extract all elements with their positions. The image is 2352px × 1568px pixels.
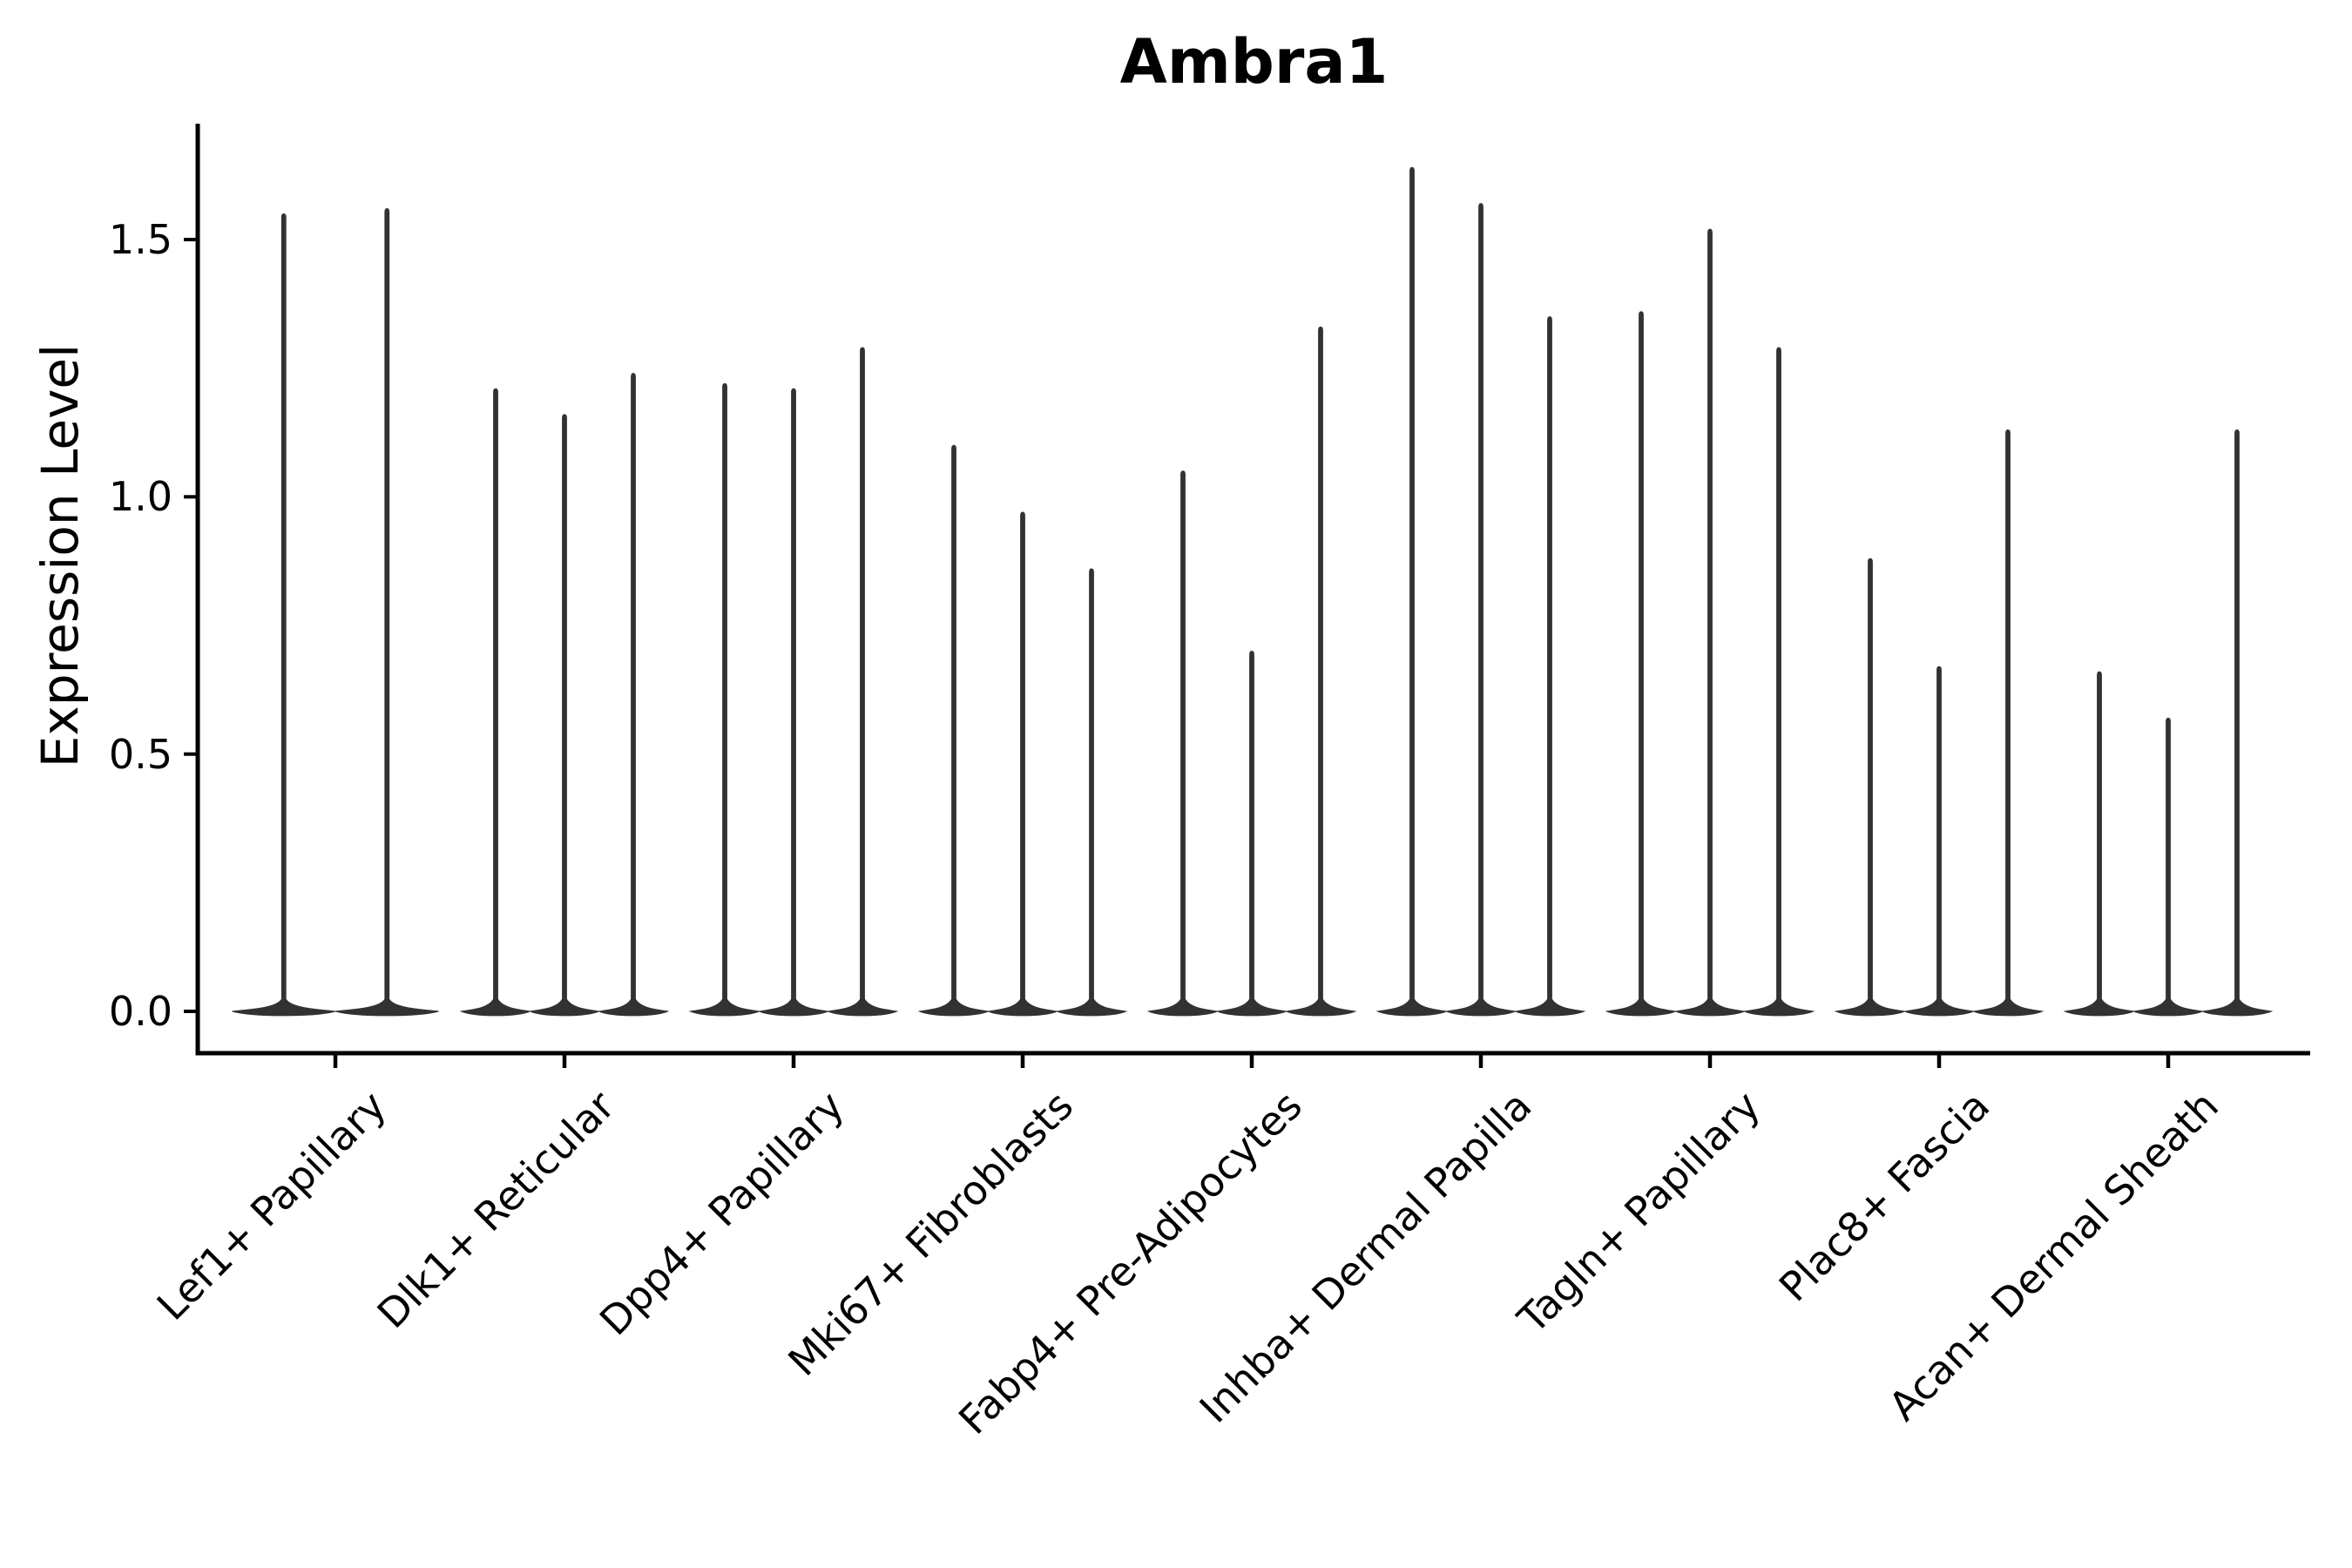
x-tick-mark — [1936, 1053, 1942, 1068]
violin — [335, 208, 439, 1017]
x-tick-mark — [1478, 1053, 1484, 1068]
y-axis-spine — [195, 124, 200, 1056]
y-tick-label: 1.0 — [108, 473, 172, 521]
violin — [1605, 311, 1678, 1017]
plot-title: Ambra1 — [1119, 26, 1389, 98]
y-tick-mark — [184, 495, 198, 499]
violin — [1971, 429, 2044, 1017]
violin — [1284, 326, 1357, 1017]
violin — [1146, 470, 1220, 1017]
violin — [2200, 429, 2274, 1017]
x-tick-mark — [333, 1053, 338, 1068]
violin — [1903, 666, 1976, 1017]
violin — [917, 444, 990, 1017]
violin — [688, 382, 761, 1017]
violin — [1375, 166, 1449, 1017]
y-tick-label: 0.5 — [108, 730, 172, 778]
violin — [232, 213, 336, 1017]
x-tick-mark — [1707, 1053, 1713, 1068]
violin — [826, 347, 899, 1017]
violin — [1673, 228, 1747, 1017]
violin — [1215, 651, 1288, 1017]
violin — [1742, 347, 1815, 1017]
violin — [757, 388, 830, 1017]
violin — [986, 511, 1059, 1017]
y-tick-mark — [184, 1010, 198, 1013]
y-tick-mark — [184, 752, 198, 756]
y-tick-label: 0.0 — [108, 988, 172, 1035]
y-tick-label: 1.5 — [108, 215, 172, 263]
violin — [597, 373, 670, 1017]
x-tick-mark — [791, 1053, 796, 1068]
y-tick-mark — [184, 237, 198, 241]
violin — [2132, 717, 2205, 1017]
violin — [1444, 203, 1517, 1017]
x-tick-mark — [562, 1053, 567, 1068]
violin — [459, 388, 532, 1017]
violin — [2063, 671, 2136, 1017]
violin — [1834, 558, 1907, 1017]
x-tick-mark — [2166, 1053, 2171, 1068]
x-tick-mark — [1249, 1053, 1254, 1068]
violin — [1055, 568, 1128, 1017]
x-tick-mark — [1020, 1053, 1025, 1068]
violin — [1513, 316, 1586, 1017]
violin — [528, 414, 601, 1017]
